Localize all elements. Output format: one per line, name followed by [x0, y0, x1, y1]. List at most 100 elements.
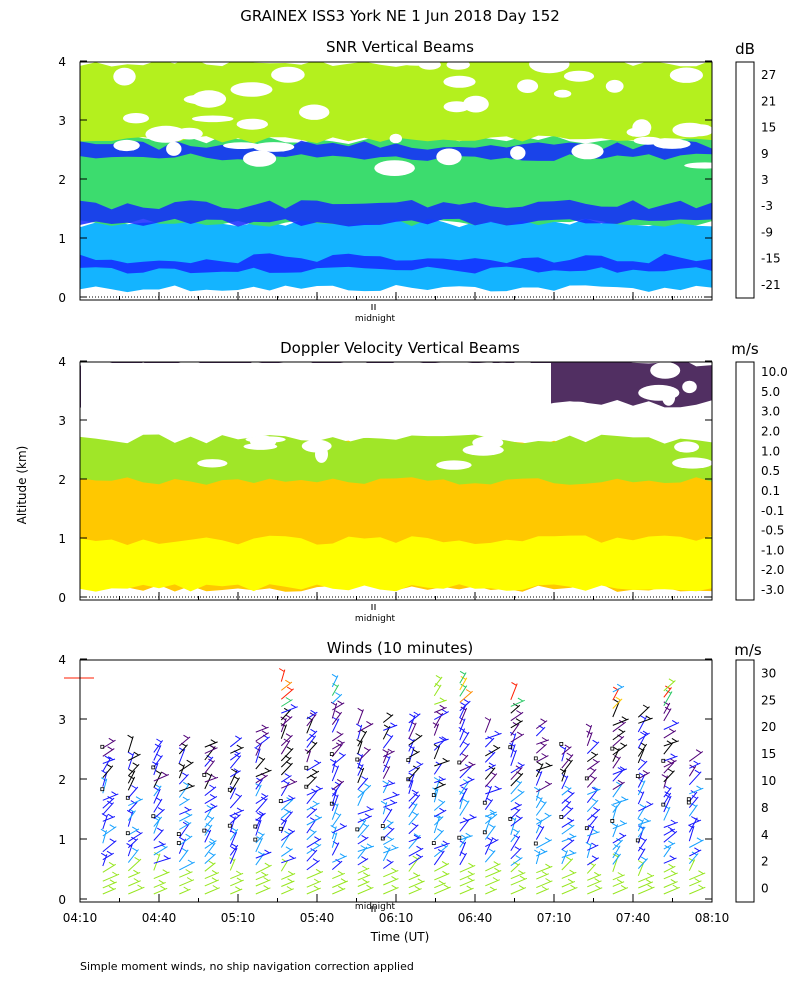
wind-barb [280, 669, 286, 682]
wind-barb [127, 849, 139, 863]
wind-barb [637, 706, 650, 718]
wind-barb-feather [160, 885, 166, 890]
wind-barb [357, 777, 369, 791]
colorbar-label: 15 [761, 121, 776, 135]
wind-barb-feather [366, 720, 372, 725]
wind-barb-feather [264, 849, 270, 854]
wind-barb [586, 843, 592, 859]
calm-marker [533, 841, 538, 846]
wind-barb [535, 763, 544, 778]
wind-barb-feather [438, 799, 444, 803]
wind-barb-feather [462, 798, 469, 803]
wind-barb-feather [561, 774, 568, 779]
wind-barb-feather [257, 851, 264, 856]
y-tick-label: 1 [58, 833, 66, 847]
wind-barb [510, 817, 517, 835]
wind-barb-feather [108, 885, 115, 890]
doppler-midnight-label: midnight [355, 614, 396, 624]
wind-barb-feather [206, 804, 213, 809]
wind-barb-feather [233, 812, 240, 817]
wind-barb [688, 817, 698, 833]
wind-barb-feather [335, 858, 341, 863]
wind-barb-feather [513, 703, 519, 707]
wind-barb [357, 867, 370, 874]
wind-barb-feather [132, 847, 138, 852]
calm-marker [686, 800, 691, 805]
wind-barb [612, 822, 628, 830]
wind-barb-feather [133, 869, 139, 874]
missing-data-patch [123, 113, 149, 124]
wind-barb [357, 754, 363, 769]
wind-barb-feather [541, 737, 548, 741]
wind-barb [102, 826, 117, 837]
wind-barb-feather [391, 875, 397, 880]
wind-barb [689, 849, 702, 857]
wind-barb-feather [640, 856, 647, 861]
wind-barb-feather [439, 697, 446, 702]
wind-barb [663, 687, 672, 698]
wind-barb [434, 809, 447, 818]
doppler-x-axis [79, 592, 713, 610]
wind-barb-feather [484, 717, 491, 721]
missing-data-patch [236, 118, 268, 130]
calm-marker [661, 758, 666, 763]
calm-marker [329, 752, 334, 756]
wind-barb-feather [304, 749, 311, 754]
wind-barb [357, 740, 363, 755]
wind-barb [663, 831, 678, 843]
wind-barb-feather [207, 815, 213, 820]
wind-barb [382, 750, 389, 764]
wind-barb [179, 835, 193, 846]
wind-barb-feather [210, 803, 216, 808]
wind-barb [331, 711, 343, 725]
wind-barb [484, 767, 496, 780]
wind-barb-feather [491, 837, 497, 841]
wind-barb-feather [467, 877, 474, 882]
wind-barb-feather [155, 770, 161, 775]
wind-barb-feather [336, 731, 342, 736]
wind-barb [484, 816, 492, 833]
wind-barb [484, 825, 496, 840]
wind-barb-feather [466, 885, 472, 890]
colorbar-label: -0.5 [761, 524, 784, 538]
wind-barb-feather [285, 679, 291, 684]
wind-barb-feather [517, 762, 524, 767]
wind-barb-feather [107, 795, 113, 800]
x-tick-label: 06:10 [379, 911, 414, 925]
missing-data-patch [617, 411, 655, 422]
wind-barb-feather [645, 715, 651, 720]
wind-barb-feather [331, 673, 338, 678]
wind-barb-feather [468, 761, 474, 766]
colorbar-label: -3 [761, 199, 773, 213]
wind-barb [229, 777, 240, 794]
snr-heatmap [80, 62, 712, 293]
wind-barb [586, 799, 599, 813]
wind-barb-feather [314, 759, 320, 764]
wind-barb-feather [541, 871, 548, 875]
doppler-missing-region [81, 363, 551, 433]
wind-barb [153, 857, 171, 864]
wind-barb [638, 874, 655, 883]
wind-barb-feather [545, 878, 551, 882]
wind-barb-feather [264, 767, 270, 772]
wind-barb [612, 881, 625, 887]
wind-barb [178, 764, 185, 779]
x-tick-label: 04:10 [63, 911, 98, 925]
wind-barb-feather [310, 709, 316, 714]
wind-barb-feather [211, 877, 218, 882]
wind-barb [331, 783, 342, 797]
wind-barb-feather [331, 787, 337, 792]
wind-barb-feather [261, 871, 267, 876]
wind-barb [484, 737, 495, 748]
wind-barb-feather [541, 753, 547, 757]
wind-barb [229, 847, 238, 864]
wind-barb [281, 775, 292, 783]
wind-barb-feather [459, 840, 466, 845]
wind-barb-feather [518, 869, 524, 874]
wind-barb [459, 864, 476, 873]
wind-barb [510, 723, 520, 736]
wind-barb [255, 812, 266, 821]
wind-barb-feather [591, 855, 598, 860]
wind-barb [357, 784, 372, 798]
